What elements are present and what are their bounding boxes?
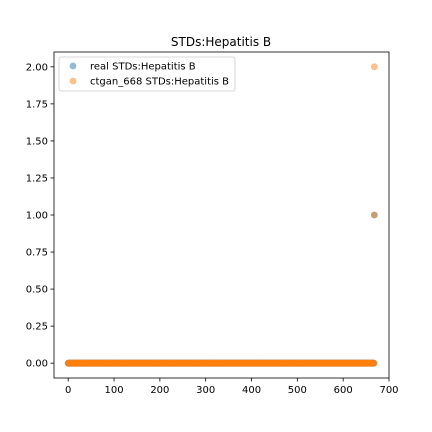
y-tick-label: 1.75: [26, 99, 48, 110]
legend-box: [58, 56, 236, 92]
x-tick-label: 200: [150, 385, 169, 396]
legend: real STDs:Hepatitis B ctgan_668 STDs:Hep…: [58, 56, 236, 92]
legend-label-real: real STDs:Hepatitis B: [90, 62, 196, 73]
x-tick-label: 400: [242, 385, 261, 396]
x-tick-label: 600: [334, 385, 353, 396]
data-point-series-1: [370, 359, 378, 367]
y-tick-label: 1.00: [26, 211, 48, 222]
y-tick-label: 0.75: [26, 248, 48, 259]
data-point-series-1: [370, 211, 378, 219]
plot-frame: [53, 51, 390, 379]
x-tick-label: 500: [288, 385, 307, 396]
y-axis: 0.00 0.25 0.50 0.75 1.00 1.25 1.50 1.75 2.00: [26, 62, 54, 370]
legend-label-ctgan: ctgan_668 STDs:Hepatitis B: [90, 77, 229, 88]
y-tick-label: 0.00: [26, 359, 48, 370]
y-tick-label: 1.25: [26, 173, 48, 184]
y-tick-label: 1.50: [26, 136, 48, 147]
x-tick-label: 300: [196, 385, 215, 396]
chart-title: STDs:Hepatitis B: [171, 35, 271, 49]
plot-marks: [64, 63, 378, 367]
y-tick-label: 0.50: [26, 285, 48, 296]
y-tick-label: 2.00: [26, 62, 48, 73]
legend-marker-ctgan: [69, 77, 77, 85]
x-tick-label: 100: [104, 385, 123, 396]
data-point-series-1: [370, 63, 378, 71]
x-axis: 0 100 200 300 400 500 600 700: [65, 378, 399, 396]
y-tick-label: 0.25: [26, 322, 48, 333]
legend-marker-real: [69, 62, 77, 70]
x-tick-label: 0: [65, 385, 71, 396]
x-tick-label: 700: [379, 385, 398, 396]
